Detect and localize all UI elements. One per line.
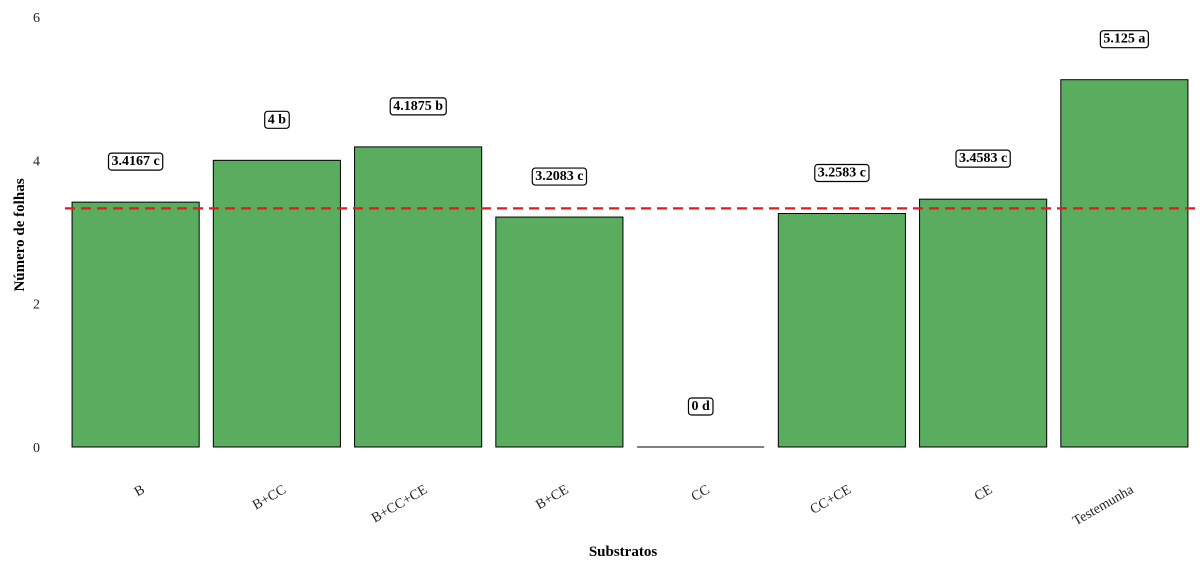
bar [212,159,341,448]
data-label-text: 3.4583 c [959,151,1007,166]
y-tick-label: 6 [33,11,40,26]
y-tick-label: 2 [33,298,40,313]
data-label-text: 3.2583 c [818,165,866,180]
x-tick-label: B [132,482,148,500]
bar [777,212,906,448]
data-label: 4 b [264,110,290,129]
x-tick-label: B+CC [250,482,289,513]
data-label: 3.2083 c [531,167,588,186]
bars [71,79,1189,448]
x-axis-title: Substratos [589,544,658,560]
y-tick-label: 4 [33,154,40,169]
bar [919,198,1048,448]
y-tick-label: 0 [33,441,40,456]
x-tick-label: B+CC+CE [369,482,430,526]
data-label: 3.4583 c [955,149,1011,168]
data-labels: 3.4167 c 4 b 4.1875 b 3.2083 c 0 d 3.2583 c 3.… [107,30,1149,416]
data-label: 4.1875 b [389,97,447,116]
data-label-text: 0 d [691,399,710,414]
data-label-text: 5.125 a [1103,32,1145,47]
bar [354,146,483,448]
data-label: 3.4167 c [107,152,164,171]
data-label-text: 3.2083 c [535,169,583,184]
data-label-text: 4 b [268,112,287,127]
x-tick-label: CC+CE [808,482,854,517]
x-tick-label: CE [972,482,995,504]
bar [71,201,200,448]
x-axis-ticks: B B+CC B+CC+CE B+CE CC CC+CE CE Testemunha [132,482,1137,529]
data-label: 3.2583 c [814,163,870,183]
x-tick-label: B+CE [533,482,571,513]
y-axis-title: Número de folhas [12,178,28,291]
data-label: 5.125 a [1099,30,1149,49]
x-tick-label: Testemunha [1070,482,1137,529]
y-axis-ticks: 0 2 4 6 [33,11,40,456]
bar [495,216,624,448]
x-tick-label: CC [689,482,713,504]
data-label-text: 3.4167 c [112,154,160,169]
data-label-text: 4.1875 b [393,99,443,114]
bar [1060,79,1189,448]
data-label: 0 d [687,397,714,416]
